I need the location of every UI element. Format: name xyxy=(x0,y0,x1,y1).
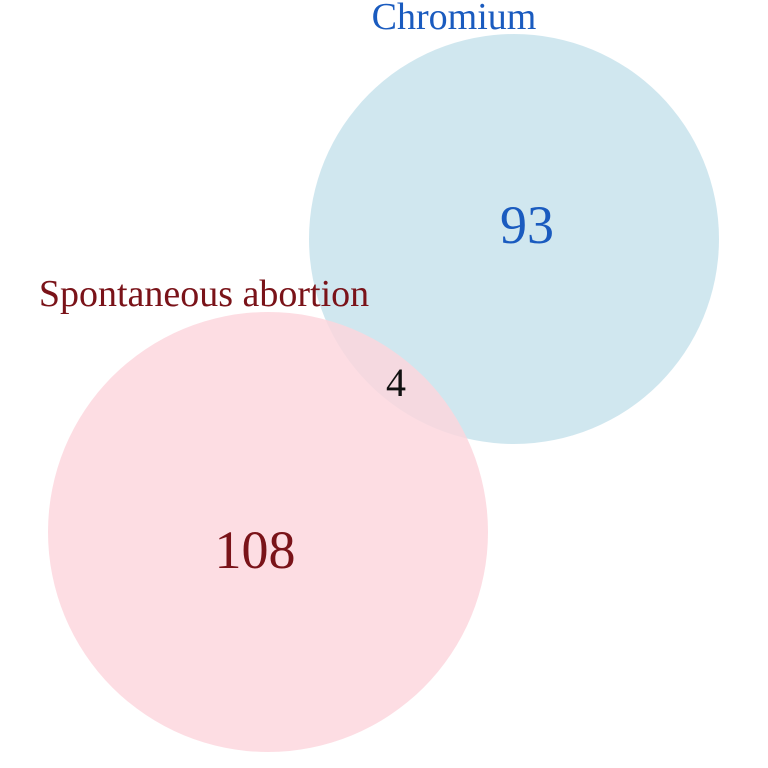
chromium-only-count: 93 xyxy=(500,195,554,255)
chromium-set-label: Chromium xyxy=(372,0,537,38)
spontaneous-abortion-set-label: Spontaneous abortion xyxy=(39,273,369,315)
chromium-set-circle xyxy=(309,34,719,444)
spontaneous-abortion-set-circle xyxy=(48,312,488,752)
intersection-count: 4 xyxy=(386,360,406,405)
spontaneous-abortion-only-count: 108 xyxy=(215,520,296,580)
